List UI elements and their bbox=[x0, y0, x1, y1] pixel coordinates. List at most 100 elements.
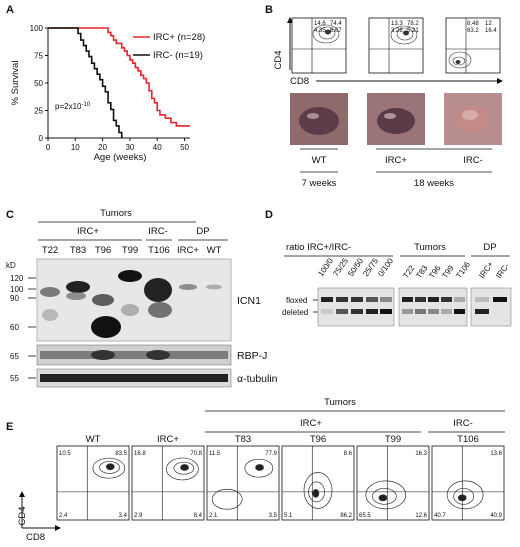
y-tick-label: 100 bbox=[30, 24, 44, 33]
gel-band bbox=[454, 309, 465, 314]
deleted-label: deleted bbox=[282, 308, 308, 317]
cd8-axis-label: CD8 bbox=[290, 76, 309, 87]
band bbox=[118, 270, 142, 282]
facs-panel-e: Tumors IRC+ IRC- WT 10.5 83.5 2.4 3.4 IRC+ 16.… bbox=[17, 397, 505, 543]
contour-core bbox=[458, 495, 466, 501]
lane-t83: T83 bbox=[70, 245, 86, 256]
panel-d-label: D bbox=[265, 209, 273, 221]
legend-label-irc-plus: IRC+ (n=28) bbox=[153, 32, 205, 43]
band bbox=[42, 309, 58, 321]
x-ticks: 0 10 20 30 40 50 bbox=[46, 138, 190, 152]
gel-band bbox=[402, 297, 413, 302]
facs-plot-irc-plus: 13.3 78.2 3.28 5.21 bbox=[369, 18, 423, 73]
cd8-axis-label: CD8 bbox=[26, 532, 45, 543]
survival-chart: 0 25 50 75 100 0 10 20 30 40 50 Age (weeks) % Sur… bbox=[10, 24, 205, 163]
q-ur: 12 bbox=[485, 21, 492, 27]
dp-header: DP bbox=[196, 226, 209, 237]
y-tick-label: 0 bbox=[39, 134, 44, 143]
gel-band bbox=[428, 297, 439, 302]
band-row bbox=[40, 374, 228, 382]
marker-65: 65 bbox=[10, 352, 19, 361]
gel-band bbox=[380, 309, 392, 314]
q-ur: 77.9 bbox=[265, 451, 277, 457]
band-label-icn1: ICN1 bbox=[237, 295, 261, 307]
plot-title: T99 bbox=[385, 434, 401, 445]
gel-band bbox=[321, 297, 333, 302]
q-ur: 74.4 bbox=[330, 21, 342, 27]
band bbox=[146, 350, 170, 360]
contour-core bbox=[106, 464, 114, 470]
legend: IRC+ (n=28) IRC- (n=19) bbox=[133, 32, 205, 61]
gel-tumors bbox=[399, 288, 467, 326]
gel-band bbox=[336, 309, 348, 314]
band-label-rbpj: RBP-J bbox=[237, 350, 267, 362]
lane-t22: T22 bbox=[42, 245, 58, 256]
marker-100: 100 bbox=[10, 285, 24, 294]
kd-label: kD bbox=[6, 261, 16, 270]
facs-plot-wt: 14.6 74.4 4.35 6.67 bbox=[292, 18, 346, 73]
q-ll: 4.35 bbox=[314, 28, 326, 34]
cd8-arrowhead bbox=[497, 78, 503, 84]
blot-icn1 bbox=[37, 259, 231, 341]
irc-minus-header: IRC- bbox=[148, 226, 168, 237]
tumor-lane-t106: T106 bbox=[454, 260, 472, 281]
cd4-axis-label: CD4 bbox=[273, 50, 284, 69]
plot-title: IRC+ bbox=[157, 434, 179, 445]
cd4-arrowhead bbox=[19, 491, 25, 497]
band bbox=[179, 284, 197, 290]
panel-c-label: C bbox=[6, 209, 14, 221]
q-lr: 86.2 bbox=[340, 513, 352, 519]
tumors-label: Tumors bbox=[414, 242, 446, 253]
x-tick-label: 40 bbox=[153, 143, 162, 152]
panel-b-label: B bbox=[265, 4, 273, 16]
contour-core bbox=[313, 489, 319, 497]
cd8-arrowhead bbox=[55, 525, 61, 531]
blot-tubulin bbox=[37, 369, 231, 387]
photo-label-wt: WT bbox=[312, 155, 327, 166]
facs-plot-t83: T8311.5 77.92.1 3.5 bbox=[207, 434, 279, 520]
marker-60: 60 bbox=[10, 323, 19, 332]
x-axis-label: Age (weeks) bbox=[94, 152, 147, 163]
thymus-organ bbox=[377, 108, 415, 134]
lane-irc-plus: IRC+ bbox=[177, 245, 199, 256]
q-ll: 3.28 bbox=[391, 28, 403, 34]
plot-title: WT bbox=[86, 434, 101, 445]
q-lr: 5.21 bbox=[407, 28, 419, 34]
blot-rbpj bbox=[37, 345, 231, 365]
x-tick-label: 0 bbox=[46, 143, 51, 152]
x-tick-label: 20 bbox=[98, 143, 107, 152]
plot-title: T96 bbox=[310, 434, 326, 445]
q-ul: 10.5 bbox=[59, 451, 71, 457]
gel-band bbox=[415, 309, 426, 314]
plot-frame bbox=[357, 446, 429, 520]
facs-panel-b: CD4 CD8 14.6 74.4 4.35 6.67 13.3 bbox=[273, 17, 503, 189]
plot-frame bbox=[57, 446, 129, 520]
q-lr: 16.4 bbox=[485, 28, 497, 34]
gel-band bbox=[454, 297, 465, 302]
tumor-lane-t99: T99 bbox=[440, 263, 456, 280]
y-tick-label: 50 bbox=[34, 79, 43, 88]
q-ul: 11.5 bbox=[209, 451, 221, 457]
thymus-photo-wt bbox=[290, 93, 348, 145]
p-value-base: p=2x10 bbox=[55, 102, 82, 111]
lane-wt: WT bbox=[207, 245, 222, 256]
q-ll: 2.1 bbox=[209, 513, 218, 519]
gel-band bbox=[475, 309, 489, 314]
marker-90: 90 bbox=[10, 294, 19, 303]
q-lr: 3.5 bbox=[269, 513, 278, 519]
legend-label-irc-minus: IRC- (n=19) bbox=[153, 50, 203, 61]
thymus-photo-irc-minus bbox=[444, 93, 502, 145]
band bbox=[66, 292, 86, 300]
gel-band bbox=[475, 297, 489, 302]
gel-band bbox=[351, 309, 363, 314]
facs-plot-t99: T99 16.3 65.5 12.6 bbox=[357, 434, 429, 520]
gel-band bbox=[380, 297, 392, 302]
band bbox=[144, 278, 172, 302]
y-ticks: 0 25 50 75 100 bbox=[30, 24, 48, 143]
tumors-header: Tumors bbox=[324, 397, 356, 408]
series-line-irc-minus bbox=[48, 28, 122, 138]
survival-curves bbox=[48, 28, 190, 138]
q-lr: 12.6 bbox=[415, 513, 427, 519]
q-lr: 3.4 bbox=[119, 513, 128, 519]
x-tick-label: 30 bbox=[125, 143, 134, 152]
